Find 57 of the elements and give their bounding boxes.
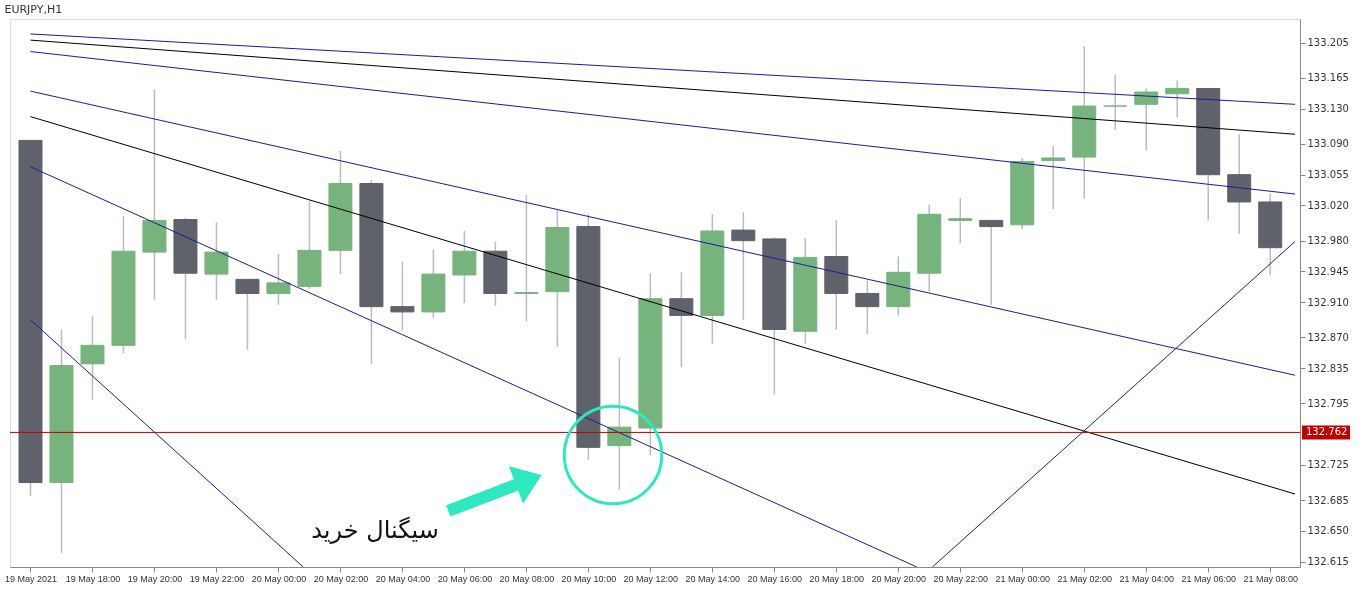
x-tick-label: 20 May 16:00 <box>747 573 803 584</box>
candlestick <box>1165 79 1190 119</box>
x-tick-label: 21 May 08:00 <box>1243 573 1298 584</box>
y-tick-label: 132.835 <box>1307 362 1349 374</box>
x-tick-label: 21 May 02:00 <box>1057 573 1113 584</box>
x-tick-label: 19 May 22:00 <box>189 573 245 584</box>
x-tick-label: 21 May 06:00 <box>1181 573 1236 584</box>
x-tick-label: 20 May 14:00 <box>685 573 741 584</box>
x-tick-label: 19 May 18:00 <box>65 573 121 584</box>
y-tick-label: 132.945 <box>1307 265 1349 277</box>
candlestick <box>731 211 756 321</box>
candlestick <box>855 279 880 335</box>
candlestick <box>266 253 291 306</box>
candlestick <box>979 219 1004 306</box>
candlestick <box>669 271 694 369</box>
y-tick-label: 133.090 <box>1307 138 1349 150</box>
x-tick-label: 19 May 2021 <box>4 573 58 584</box>
y-tick-label: 132.725 <box>1307 459 1349 471</box>
y-tick-label: 132.685 <box>1307 494 1349 506</box>
x-tick-label: 20 May 22:00 <box>933 573 989 584</box>
candlestick <box>390 261 415 332</box>
x-tick-label: 21 May 04:00 <box>1119 573 1175 584</box>
x-tick-label: 20 May 04:00 <box>375 573 431 584</box>
x-tick-label: 21 May 00:00 <box>995 573 1051 584</box>
x-tick-label: 20 May 00:00 <box>251 573 307 584</box>
candlestick <box>80 315 105 401</box>
candlestick <box>1103 73 1128 131</box>
y-tick-label: 133.020 <box>1307 199 1349 211</box>
y-tick-label: 132.870 <box>1307 331 1349 343</box>
y-tick-label: 133.205 <box>1307 37 1349 49</box>
x-tick-label: 20 May 12:00 <box>623 573 679 584</box>
y-tick-label: 132.910 <box>1307 296 1349 308</box>
annotation: سیگنال خرید <box>311 516 439 544</box>
candlestick <box>1041 144 1066 210</box>
candlestick <box>204 221 229 301</box>
x-tick-label: 20 May 18:00 <box>809 573 865 584</box>
candlestick <box>452 230 477 304</box>
x-tick-label: 19 May 20:00 <box>127 573 183 584</box>
x-tick-label: 20 May 06:00 <box>437 573 493 584</box>
y-tick-label: 132.650 <box>1307 525 1349 537</box>
chart-title: EURJPY,H1 <box>4 3 63 16</box>
x-tick-label: 20 May 02:00 <box>313 573 369 584</box>
y-tick-label: 132.615 <box>1307 556 1349 568</box>
y-tick-label: 132.980 <box>1307 235 1349 247</box>
candlestick <box>1134 87 1159 151</box>
x-tick-label: 20 May 20:00 <box>871 573 927 584</box>
candlestick <box>235 278 260 351</box>
x-tick-label: 20 May 08:00 <box>499 573 555 584</box>
y-tick-label: 132.795 <box>1307 397 1349 409</box>
candlestick <box>514 194 539 323</box>
x-tick-label: 20 May 10:00 <box>561 573 617 584</box>
y-tick-label: 133.055 <box>1307 169 1349 181</box>
candlestick <box>948 197 973 245</box>
candlestick <box>607 356 632 491</box>
ref-line-label: 132.762 <box>1306 426 1348 438</box>
y-tick-label: 133.130 <box>1307 103 1349 115</box>
y-tick-label: 133.165 <box>1307 72 1349 84</box>
